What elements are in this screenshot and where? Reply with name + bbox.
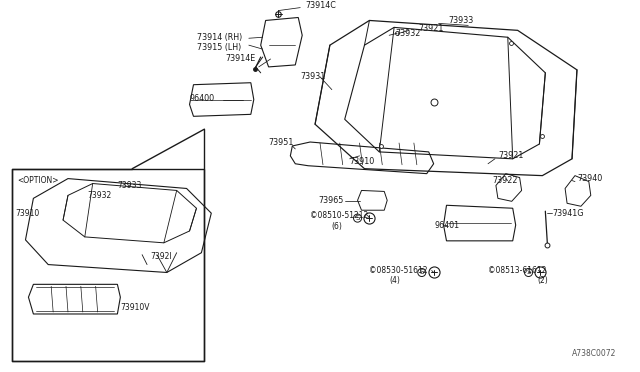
Text: ©08513-61612: ©08513-61612 <box>488 266 547 275</box>
Text: ©08530-51612: ©08530-51612 <box>369 266 428 275</box>
Text: 73921: 73921 <box>419 24 444 33</box>
Text: 73914C: 73914C <box>305 1 336 10</box>
Text: 73951: 73951 <box>269 138 294 147</box>
Text: A738C0072: A738C0072 <box>572 349 616 358</box>
Text: S: S <box>420 269 424 276</box>
Text: ©08510-51212: ©08510-51212 <box>310 211 369 219</box>
Text: 96400: 96400 <box>189 94 214 103</box>
Text: (4): (4) <box>389 276 400 285</box>
Text: 73914 (RH): 73914 (RH) <box>198 33 243 42</box>
Text: 73921: 73921 <box>498 151 524 160</box>
Text: 73910: 73910 <box>15 209 40 218</box>
Text: 73940: 73940 <box>577 174 602 183</box>
Text: 73931: 73931 <box>300 72 326 81</box>
Text: S: S <box>355 215 360 221</box>
Text: (6): (6) <box>332 221 343 231</box>
Text: 73933: 73933 <box>117 181 142 190</box>
Text: 73922: 73922 <box>492 176 518 185</box>
Text: S: S <box>526 269 531 276</box>
Text: 73932: 73932 <box>88 191 112 200</box>
Text: 73932: 73932 <box>395 29 420 38</box>
Text: 73915 (LH): 73915 (LH) <box>198 43 242 52</box>
Text: 73933: 73933 <box>449 16 474 25</box>
Text: 73941G: 73941G <box>552 209 584 218</box>
FancyBboxPatch shape <box>12 169 204 362</box>
Text: (2): (2) <box>538 276 548 285</box>
Text: 96401: 96401 <box>435 221 460 230</box>
Text: <OPTION>: <OPTION> <box>17 176 59 185</box>
Text: 73914E: 73914E <box>225 55 255 64</box>
Text: 73910: 73910 <box>349 157 375 166</box>
Text: 7392l: 7392l <box>150 252 172 261</box>
Text: 73910V: 73910V <box>120 302 150 312</box>
Text: 73965: 73965 <box>318 196 344 205</box>
